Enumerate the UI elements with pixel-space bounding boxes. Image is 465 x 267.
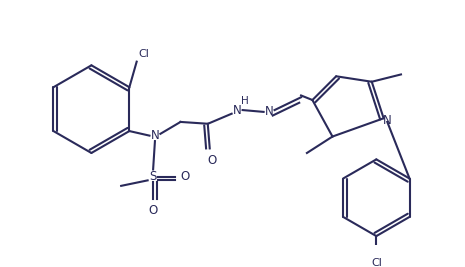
Text: H: H bbox=[240, 96, 248, 106]
Text: N: N bbox=[265, 105, 273, 118]
Text: N: N bbox=[383, 113, 392, 127]
Text: O: O bbox=[148, 204, 158, 217]
Text: Cl: Cl bbox=[371, 258, 382, 267]
Text: Cl: Cl bbox=[139, 49, 149, 59]
Text: O: O bbox=[180, 170, 190, 183]
Text: N: N bbox=[233, 104, 241, 117]
Text: S: S bbox=[149, 170, 157, 183]
Text: O: O bbox=[207, 154, 216, 167]
Text: N: N bbox=[151, 129, 159, 142]
